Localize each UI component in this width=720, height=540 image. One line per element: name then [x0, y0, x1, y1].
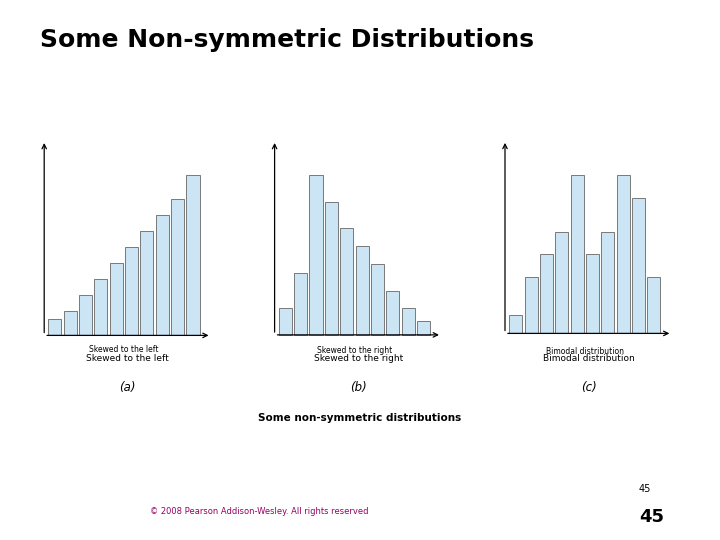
- Bar: [417, 321, 430, 335]
- Bar: [540, 254, 553, 333]
- Text: Skewed to the right: Skewed to the right: [314, 354, 402, 363]
- Text: Skewed to the right: Skewed to the right: [317, 346, 392, 355]
- Text: Skewed to the left: Skewed to the left: [89, 345, 158, 354]
- Bar: [125, 247, 138, 335]
- Bar: [647, 277, 660, 333]
- Bar: [616, 175, 629, 333]
- Bar: [356, 246, 369, 335]
- Bar: [402, 308, 415, 335]
- Bar: [64, 312, 77, 335]
- Bar: [94, 279, 107, 335]
- Bar: [140, 232, 153, 335]
- Bar: [555, 232, 568, 333]
- Bar: [109, 264, 123, 335]
- Bar: [570, 175, 584, 333]
- Text: Skewed to the left: Skewed to the left: [86, 354, 169, 363]
- Bar: [601, 232, 614, 333]
- Text: Some non-symmetric distributions: Some non-symmetric distributions: [258, 413, 462, 423]
- Bar: [340, 228, 354, 335]
- Text: Bimodal distribution: Bimodal distribution: [546, 347, 624, 356]
- Bar: [586, 254, 599, 333]
- Text: (a): (a): [120, 381, 136, 394]
- Bar: [509, 315, 522, 333]
- Bar: [632, 198, 645, 333]
- Bar: [294, 273, 307, 335]
- Bar: [525, 277, 538, 333]
- Bar: [279, 308, 292, 335]
- Text: © 2008 Pearson Addison-Wesley. All rights reserved: © 2008 Pearson Addison-Wesley. All right…: [150, 507, 369, 516]
- Text: 45: 45: [638, 484, 651, 494]
- Text: Bimodal distribution: Bimodal distribution: [543, 354, 634, 363]
- Bar: [79, 295, 92, 335]
- Text: (c): (c): [581, 381, 596, 394]
- Text: (b): (b): [350, 381, 366, 394]
- Bar: [386, 291, 399, 335]
- Bar: [156, 215, 168, 335]
- Bar: [186, 176, 199, 335]
- Bar: [171, 199, 184, 335]
- Bar: [310, 176, 323, 335]
- Text: Some Non-symmetric Distributions: Some Non-symmetric Distributions: [40, 28, 534, 52]
- Bar: [371, 264, 384, 335]
- Bar: [48, 319, 61, 335]
- Bar: [325, 202, 338, 335]
- Text: 45: 45: [639, 509, 664, 526]
